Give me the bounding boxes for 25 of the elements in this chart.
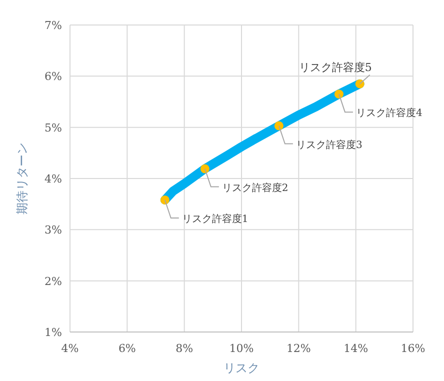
y-tick-label: 7% bbox=[44, 19, 62, 32]
x-tick-label: 6% bbox=[118, 342, 136, 355]
point bbox=[274, 121, 284, 130]
y-tick-label: 5% bbox=[44, 121, 62, 134]
x-tick-label: 8% bbox=[176, 342, 194, 355]
y-tick-label: 6% bbox=[44, 70, 62, 84]
x-tick-label: 4% bbox=[61, 342, 79, 355]
y-axis-title: 期待リターン bbox=[15, 142, 29, 214]
point bbox=[334, 90, 344, 99]
annotation: リスク許容度1 bbox=[182, 212, 248, 225]
annotation: リスク許容度4 bbox=[356, 107, 422, 120]
annotation: リスク許容度3 bbox=[296, 138, 362, 151]
x-tick-label: 14% bbox=[344, 342, 368, 355]
x-tick-label: 10% bbox=[229, 342, 254, 355]
point bbox=[160, 195, 170, 204]
x-tick-label: 16% bbox=[400, 342, 426, 355]
y-tick-label: 1% bbox=[44, 326, 62, 339]
x-axis-title: リスク bbox=[224, 361, 260, 375]
y-tick-label: 4% bbox=[44, 172, 62, 186]
annotation: リスク許容度2 bbox=[222, 182, 288, 194]
annotation: リスク許容度5 bbox=[298, 60, 372, 74]
point bbox=[355, 79, 364, 88]
y-tick-label: 2% bbox=[44, 274, 62, 288]
x-tick-label: 12% bbox=[286, 342, 311, 355]
y-tick-label: 3% bbox=[44, 224, 62, 237]
